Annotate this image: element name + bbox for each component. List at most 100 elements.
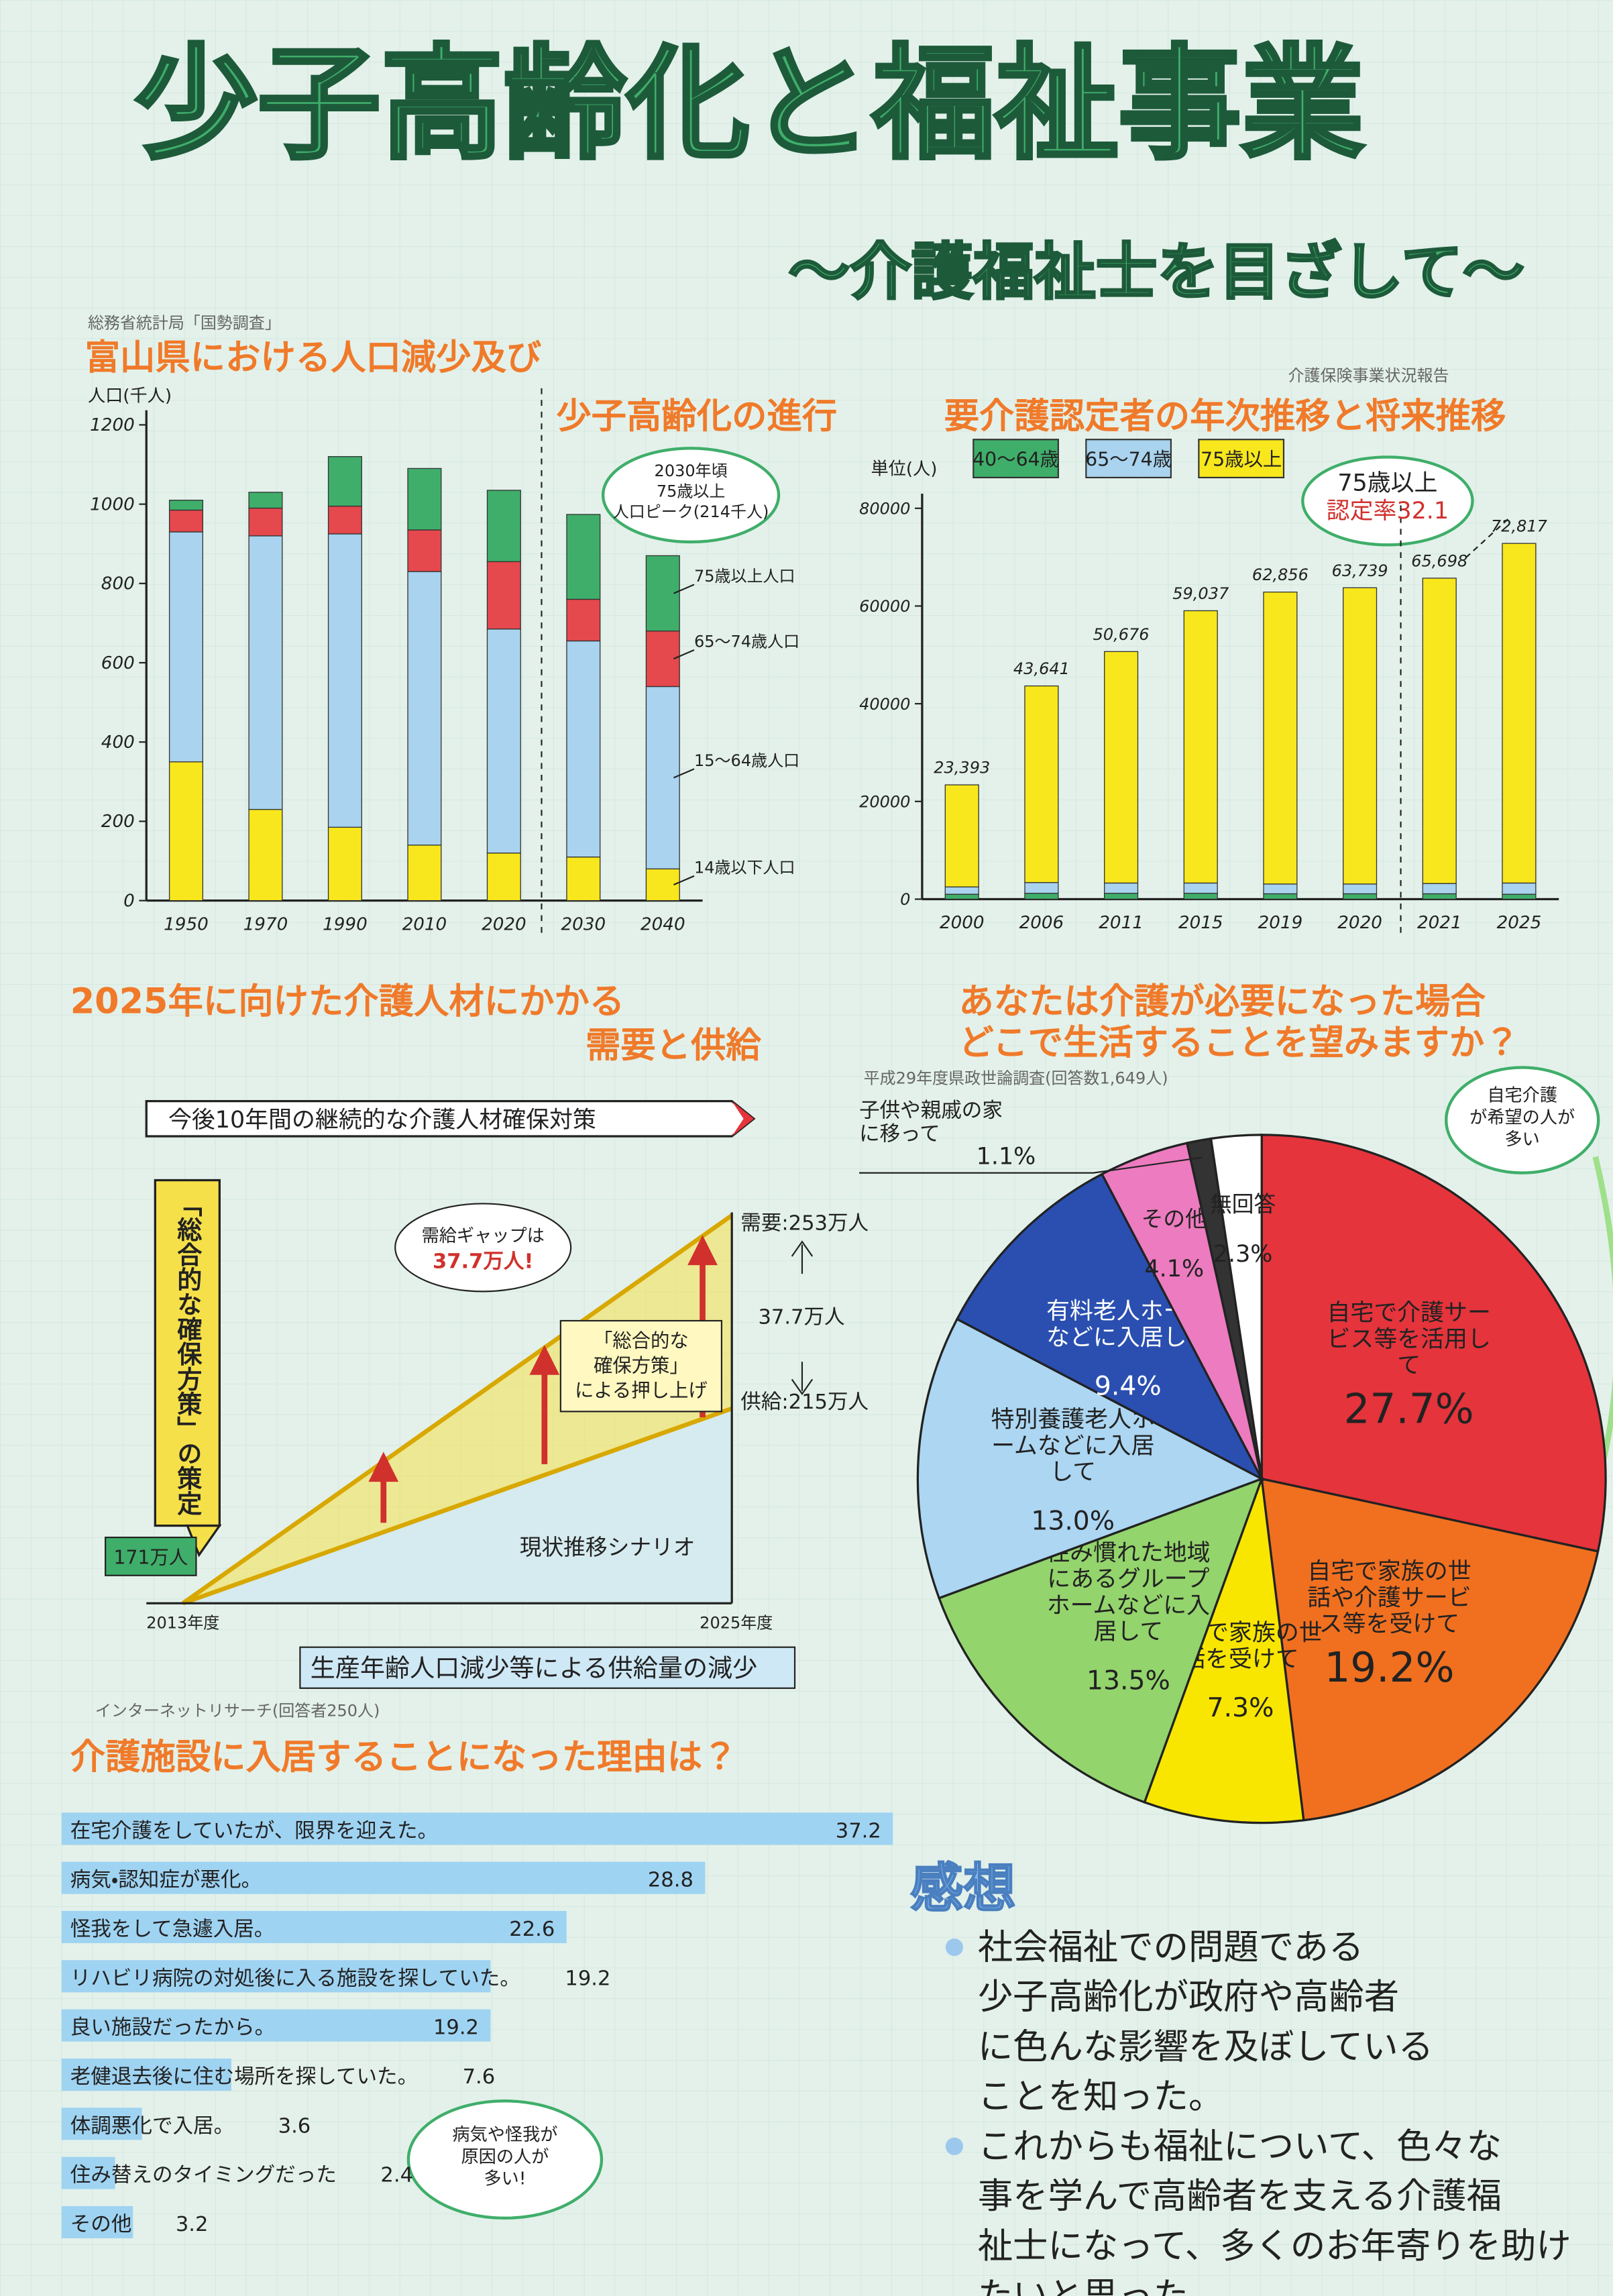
legend-leader — [673, 649, 695, 660]
y-tick-label: 40000 — [859, 695, 910, 714]
note-bubble — [406, 2099, 604, 2220]
legend-swatch — [972, 439, 1059, 479]
y-tick-label: 800 — [101, 574, 135, 594]
poster-title: 少子高齢化と福祉事業 — [135, 34, 1364, 176]
chart-source: 平成29年度県政世論調査(回答数1,649人) — [864, 1069, 1168, 1087]
bar-label: 体調悪化で入居。 — [70, 2114, 234, 2138]
bar-segment — [1263, 893, 1298, 900]
y-tick-label: 1000 — [90, 494, 135, 514]
bar-segment — [168, 531, 204, 763]
x-tick-label: 2019 — [1258, 913, 1303, 933]
bar-label: 在宅介護をしていたが、限界を迎えた。 — [70, 1819, 438, 1843]
boost-box — [559, 1319, 723, 1413]
gap-text: 37.7万人! — [433, 1250, 533, 1273]
legend-swatch — [1198, 439, 1285, 479]
x-tick-label: 2020 — [482, 914, 526, 934]
text-line: 居して — [1094, 1619, 1164, 1645]
note-text: 病気や怪我が — [452, 2125, 557, 2145]
bar-value: 19.2 — [565, 1967, 610, 1990]
bar-value: 22.6 — [509, 1918, 555, 1941]
impressions-line: これからも福祉について、色々な — [978, 2126, 1502, 2167]
x-tick-label: 2010 — [402, 914, 447, 934]
note-text: 2030年頃 — [655, 461, 728, 480]
slice-label: 住み慣れた地域にあるグループホームなどに入居して — [1046, 1539, 1210, 1645]
bar-label: 老健退去後に住む場所を探していた。 — [70, 2065, 418, 2089]
bar-label: 病気・認知症が悪化。 — [70, 1869, 262, 1892]
bar-value: 3.6 — [278, 2114, 311, 2138]
bar-segment — [1422, 578, 1457, 884]
text-line: 無回答 — [1210, 1192, 1276, 1217]
policy-text: 「総合的な確保方策」の策定 — [173, 1192, 203, 1516]
scenario-label: 現状推移シナリオ — [520, 1535, 696, 1560]
bar-segment — [248, 809, 283, 901]
bar-segment — [407, 844, 442, 901]
bar-segment — [944, 893, 979, 900]
legend-label: 65〜74歳 — [1085, 449, 1172, 471]
bar-segment — [1422, 883, 1457, 895]
x-tick-label: 2011 — [1099, 913, 1144, 933]
slice-label: 無回答 — [1210, 1192, 1276, 1217]
label-leader — [859, 1156, 1203, 1174]
bar-segment — [1263, 883, 1298, 895]
y-axis-label: 人口(千人) — [88, 386, 172, 406]
bar-value: 37.2 — [836, 1819, 881, 1843]
slice-value: 13.5% — [1087, 1665, 1170, 1696]
banner-text: 今後10年間の継続的な介護人材確保対策 — [168, 1107, 596, 1134]
text-line: 話や介護サービ — [1307, 1584, 1471, 1611]
text-line: ホームなどに入 — [1047, 1592, 1210, 1619]
note-text: が希望の人が — [1469, 1107, 1575, 1128]
bar-value: 2.4 — [380, 2164, 413, 2187]
bar-value: 28.8 — [648, 1869, 693, 1892]
x-tick-label: 2030 — [561, 914, 606, 934]
bar-segment — [566, 857, 601, 901]
boost-text: による押し上げ — [575, 1380, 708, 1402]
demand-label: 需要:253万人 — [740, 1212, 869, 1236]
bar-segment — [1183, 893, 1218, 900]
legend-swatch — [1085, 439, 1172, 479]
bar-label: 良い施設だったから。 — [70, 2016, 275, 2040]
y-tick-label: 600 — [101, 653, 135, 673]
slice-label: 子供や親戚の家に移って — [859, 1099, 1003, 1146]
decline-text: 生産年齢人口減少等による供給量の減少 — [311, 1653, 758, 1682]
legend-label: 75歳以上人口 — [694, 567, 795, 586]
total-label: 62,856 — [1252, 565, 1309, 584]
bar-segment — [327, 533, 362, 828]
bar — [61, 1812, 893, 1845]
impressions-heading: 感想 — [910, 1857, 1015, 1919]
text-line: 子供や親戚の家 — [859, 1099, 1003, 1123]
bar-segment — [486, 490, 521, 562]
supply-label: 供給:215万人 — [740, 1390, 869, 1414]
bullet — [945, 2137, 964, 2155]
note-bubble — [1445, 1066, 1600, 1174]
slice-label: 自宅で介護サービス等を活用して — [1327, 1300, 1491, 1380]
text-line: て — [1397, 1352, 1421, 1379]
text-line: 話を受けて — [1182, 1646, 1299, 1673]
poster-subtitle: 〜介護福祉士を目ざして〜 — [789, 236, 1524, 308]
pie-slice — [1143, 1478, 1305, 1824]
bullet — [945, 1938, 964, 1957]
note-text: 人口ピーク(214千人) — [613, 502, 769, 521]
arrow-head — [529, 1345, 560, 1375]
total-label: 63,739 — [1332, 561, 1388, 580]
bar-segment — [944, 784, 979, 887]
text-line: ームなどに入居 — [991, 1433, 1154, 1460]
bar — [61, 2108, 142, 2140]
bar-segment — [1502, 893, 1537, 900]
note-text: 認定率32.1 — [1327, 498, 1449, 525]
impressions-line: 少子高齢化が政府や高齢者 — [978, 1977, 1399, 2018]
chart-title: 富山県における人口減少及び — [85, 337, 542, 378]
bar-segment — [327, 505, 362, 535]
slice-value: 13.0% — [1031, 1506, 1115, 1536]
note-bubble — [1301, 455, 1474, 547]
gap-label: 37.7万人 — [758, 1305, 844, 1329]
section-title: 需要と供給 — [586, 1025, 761, 1066]
supply-line — [182, 1406, 733, 1606]
start-tag — [105, 1536, 197, 1576]
x-tick-label: 2021 — [1417, 913, 1462, 933]
gap-text: 需給ギャップは — [422, 1226, 545, 1246]
slice-value: 27.7% — [1344, 1385, 1474, 1433]
total-label: 59,037 — [1172, 584, 1229, 603]
bar — [61, 2009, 491, 2042]
bar-segment — [1343, 587, 1378, 885]
